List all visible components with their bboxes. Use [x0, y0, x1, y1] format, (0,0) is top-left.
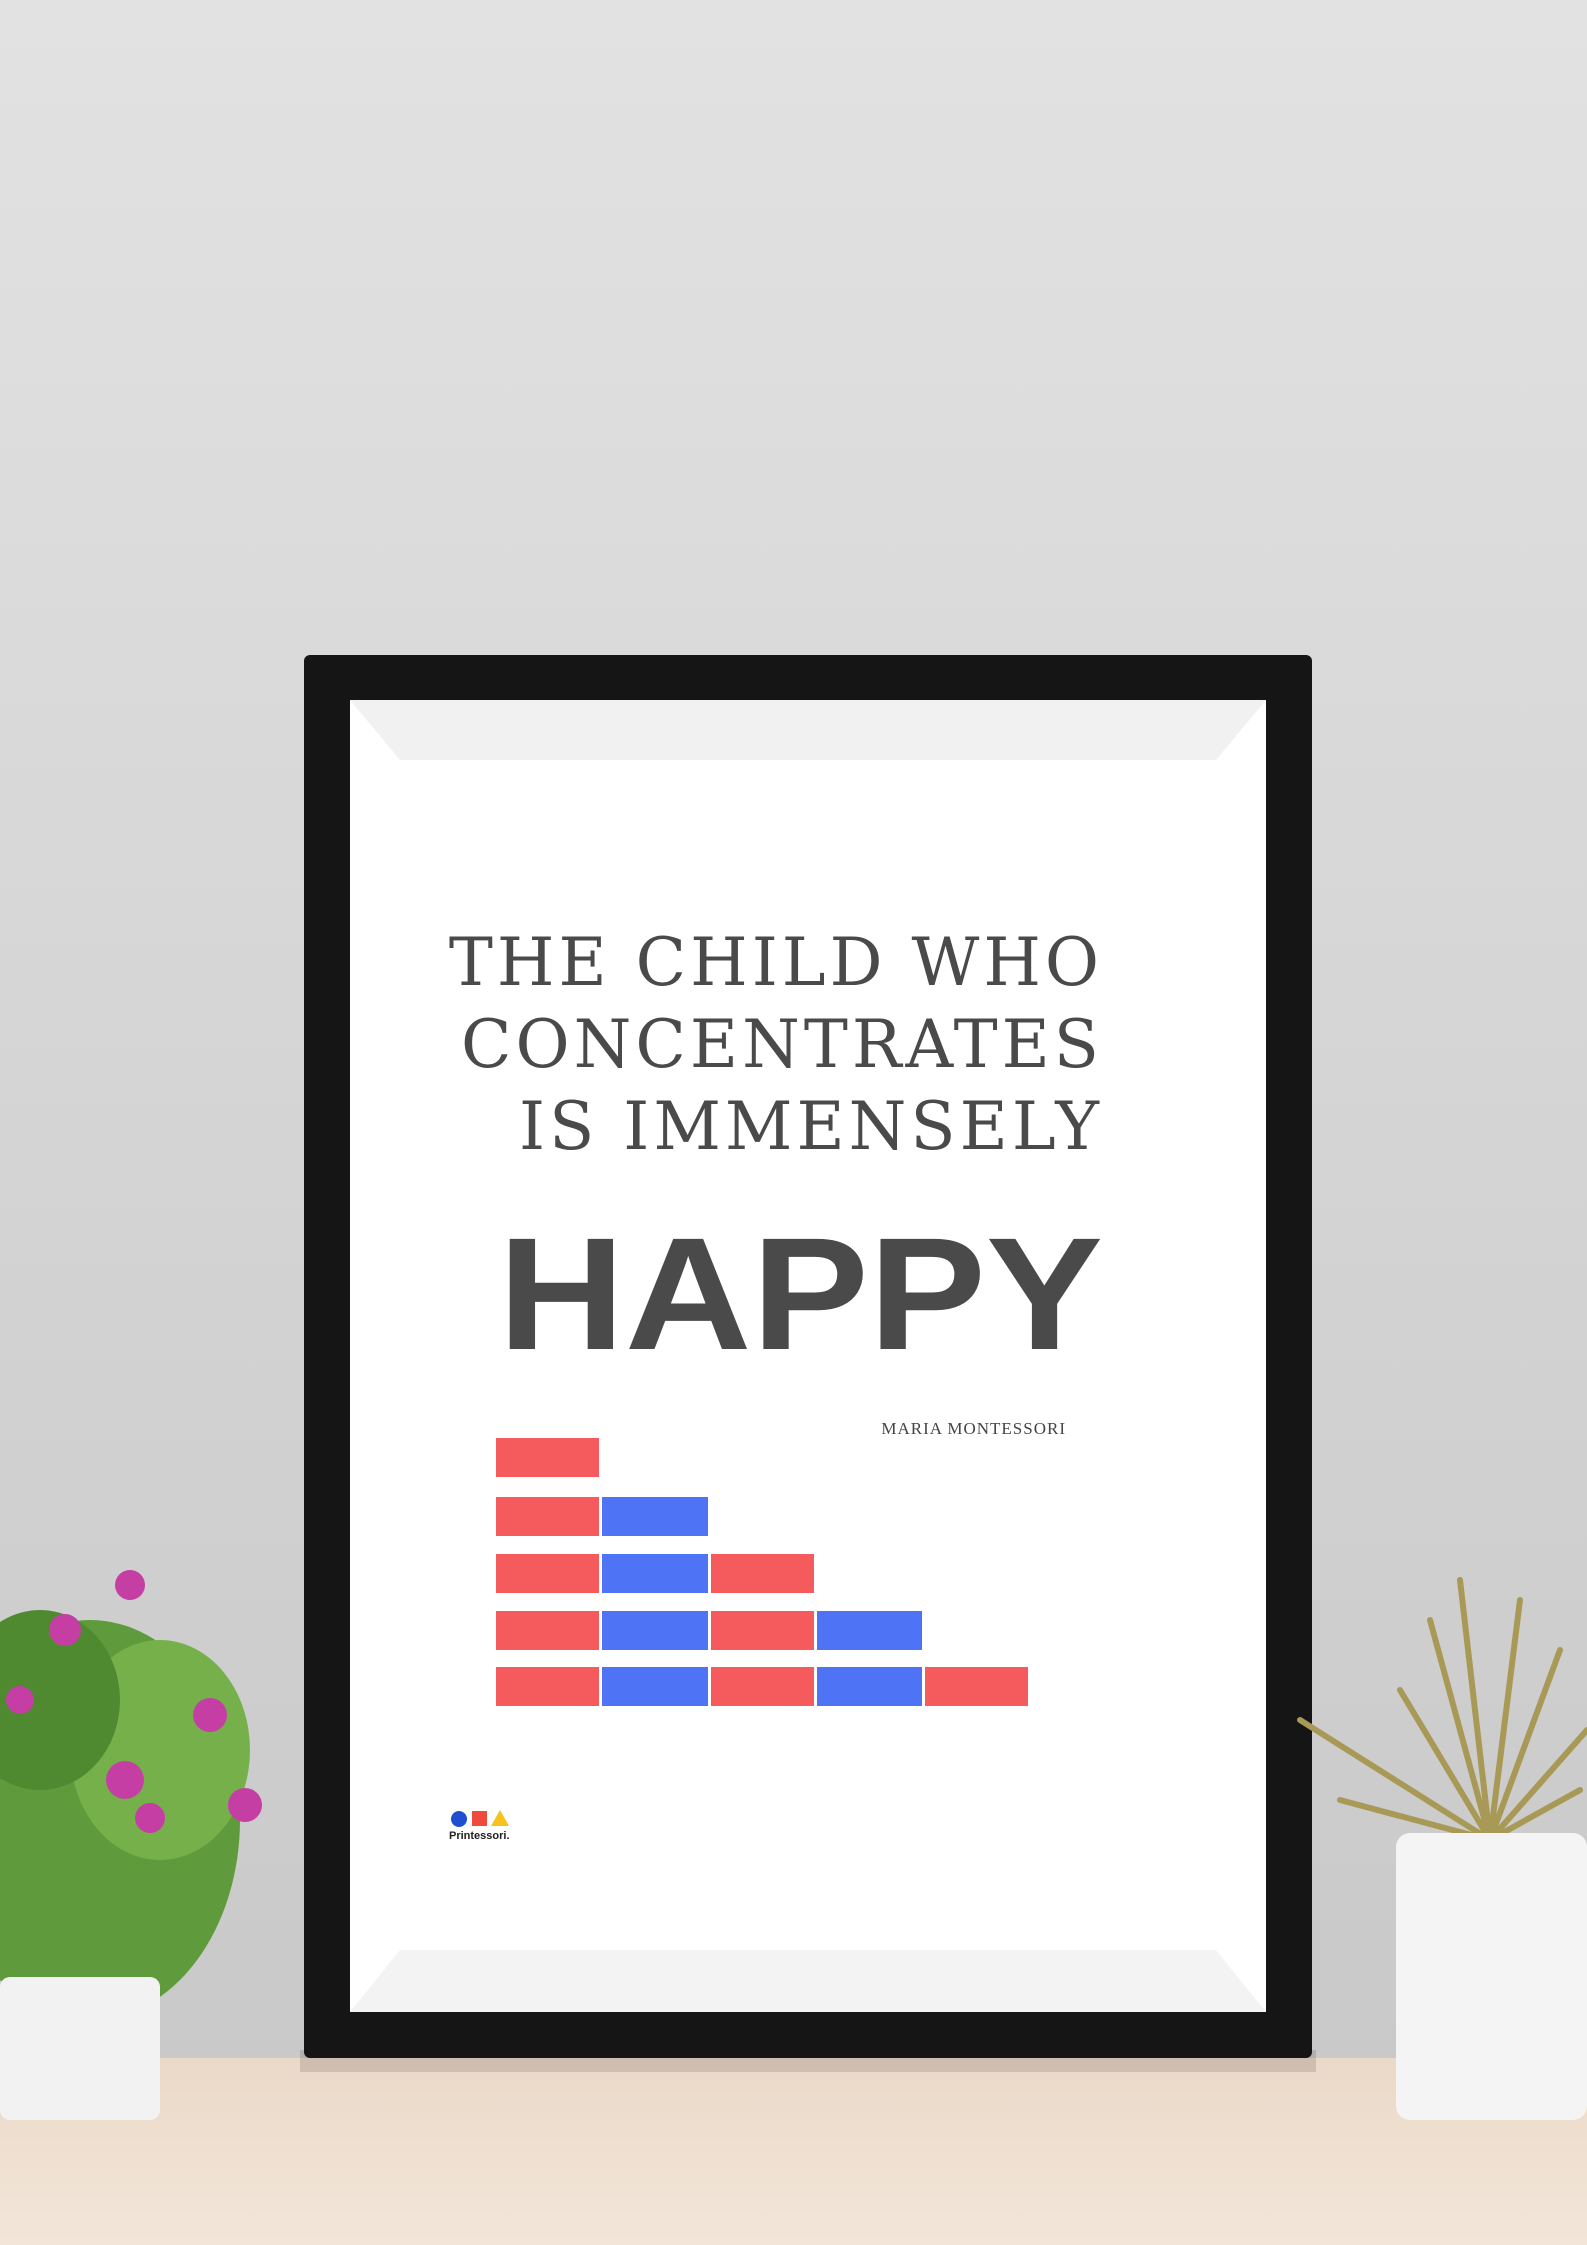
- bar: [496, 1667, 599, 1706]
- quote-line: IS IMMENSELY: [519, 1088, 1103, 1165]
- bar: [711, 1611, 814, 1650]
- mat: [350, 700, 1266, 2012]
- emphasis: HAPPY: [498, 1204, 1103, 1383]
- right-plant: [1297, 1577, 1587, 1843]
- bar: [817, 1611, 922, 1650]
- quote-line: CONCENTRATES: [461, 1006, 1103, 1083]
- bar: [496, 1554, 599, 1593]
- brand: Printessori.: [449, 1830, 510, 1842]
- bar: [711, 1554, 814, 1593]
- bar: [711, 1667, 814, 1706]
- bead-bars: [496, 1438, 1028, 1706]
- quote-line: THE CHILD WHO: [449, 924, 1103, 1001]
- right-pot: [1396, 1833, 1587, 2120]
- bar: [496, 1438, 599, 1477]
- logo: Printessori.: [449, 1810, 510, 1842]
- bar: [817, 1667, 922, 1706]
- bar: [602, 1667, 708, 1706]
- bar: [602, 1611, 708, 1650]
- table: [0, 2058, 1587, 2245]
- bar: [602, 1497, 708, 1536]
- left-plant: [0, 1570, 262, 2120]
- author: MARIA MONTESSORI: [881, 1419, 1066, 1438]
- bar: [496, 1497, 599, 1536]
- mat-bevel: [350, 700, 1266, 760]
- bar: [925, 1667, 1028, 1706]
- bar: [602, 1554, 708, 1593]
- bar: [496, 1611, 599, 1650]
- mat-bevel: [350, 1950, 1266, 2012]
